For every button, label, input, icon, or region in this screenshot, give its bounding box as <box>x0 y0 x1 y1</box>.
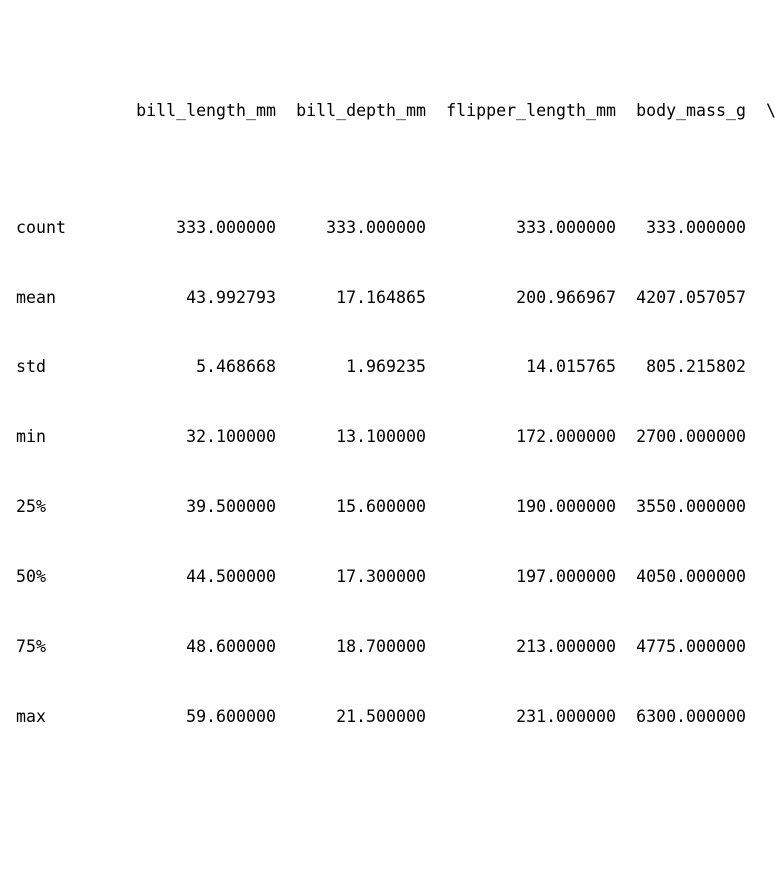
cell-value: 4050.000000 <box>636 567 746 587</box>
cell-value: 18.700000 <box>336 637 426 657</box>
cell-value: 15.600000 <box>336 497 426 517</box>
cell-value: 44.500000 <box>186 567 276 587</box>
cell-value: 39.500000 <box>186 497 276 517</box>
row-label: std <box>16 357 46 377</box>
row-label: count <box>16 217 66 237</box>
cell-value: 5.468668 <box>196 357 276 377</box>
cell-value: 4207.057057 <box>636 287 746 307</box>
cell-value: 333.000000 <box>176 217 276 237</box>
cell-value: 197.000000 <box>516 567 616 587</box>
table-row: min 32.100000 13.100000 172.000000 2700.0000… <box>16 425 776 448</box>
cell-value: 21.500000 <box>336 706 426 726</box>
cell-value: 333.000000 <box>516 217 616 237</box>
cell-value: 43.992793 <box>186 287 276 307</box>
cell-value: 6300.000000 <box>636 706 746 726</box>
cell-value: 333.000000 <box>326 217 426 237</box>
describe-output: bill_length_mm bill_depth_mm flipper_lengt… <box>16 6 776 896</box>
row-label: max <box>16 706 46 726</box>
cell-value: 213.000000 <box>516 637 616 657</box>
cell-value: 59.600000 <box>186 706 276 726</box>
line-continuation: \ <box>766 101 776 121</box>
table-row: 25% 39.500000 15.600000 190.000000 3550.0000… <box>16 495 776 518</box>
cell-value: 14.015765 <box>526 357 616 377</box>
column-header: bill_length_mm <box>136 101 276 121</box>
row-label: 75% <box>16 637 46 657</box>
block1-header-row: bill_length_mm bill_depth_mm flipper_lengt… <box>16 99 776 122</box>
table-row: count 333.000000 333.000000 333.000000 333.0… <box>16 216 776 239</box>
cell-value: 172.000000 <box>516 427 616 447</box>
table-row: 50% 44.500000 17.300000 197.000000 4050.0000… <box>16 565 776 588</box>
cell-value: 17.164865 <box>336 287 426 307</box>
cell-value: 48.600000 <box>186 637 276 657</box>
column-header: bill_depth_mm <box>296 101 426 121</box>
table-row: std 5.468668 1.969235 14.015765 805.215802 <box>16 355 776 378</box>
column-header: flipper_length_mm <box>446 101 616 121</box>
cell-value: 13.100000 <box>336 427 426 447</box>
table-row: max 59.600000 21.500000 231.000000 6300.0000… <box>16 705 776 728</box>
cell-value: 333.000000 <box>646 217 746 237</box>
row-label: min <box>16 427 46 447</box>
cell-value: 190.000000 <box>516 497 616 517</box>
cell-value: 4775.000000 <box>636 637 746 657</box>
block-separator <box>16 798 776 821</box>
row-label: 50% <box>16 567 46 587</box>
row-label: mean <box>16 287 56 307</box>
cell-value: 17.300000 <box>336 567 426 587</box>
cell-value: 1.969235 <box>346 357 426 377</box>
table-row: 75% 48.600000 18.700000 213.000000 4775.0000… <box>16 635 776 658</box>
cell-value: 805.215802 <box>646 357 746 377</box>
column-header: body_mass_g <box>636 101 746 121</box>
cell-value: 3550.000000 <box>636 497 746 517</box>
cell-value: 231.000000 <box>516 706 616 726</box>
row-label: 25% <box>16 497 46 517</box>
table-row: mean 43.992793 17.164865 200.966967 4207.057… <box>16 286 776 309</box>
cell-value: 200.966967 <box>516 287 616 307</box>
cell-value: 2700.000000 <box>636 427 746 447</box>
cell-value: 32.100000 <box>186 427 276 447</box>
